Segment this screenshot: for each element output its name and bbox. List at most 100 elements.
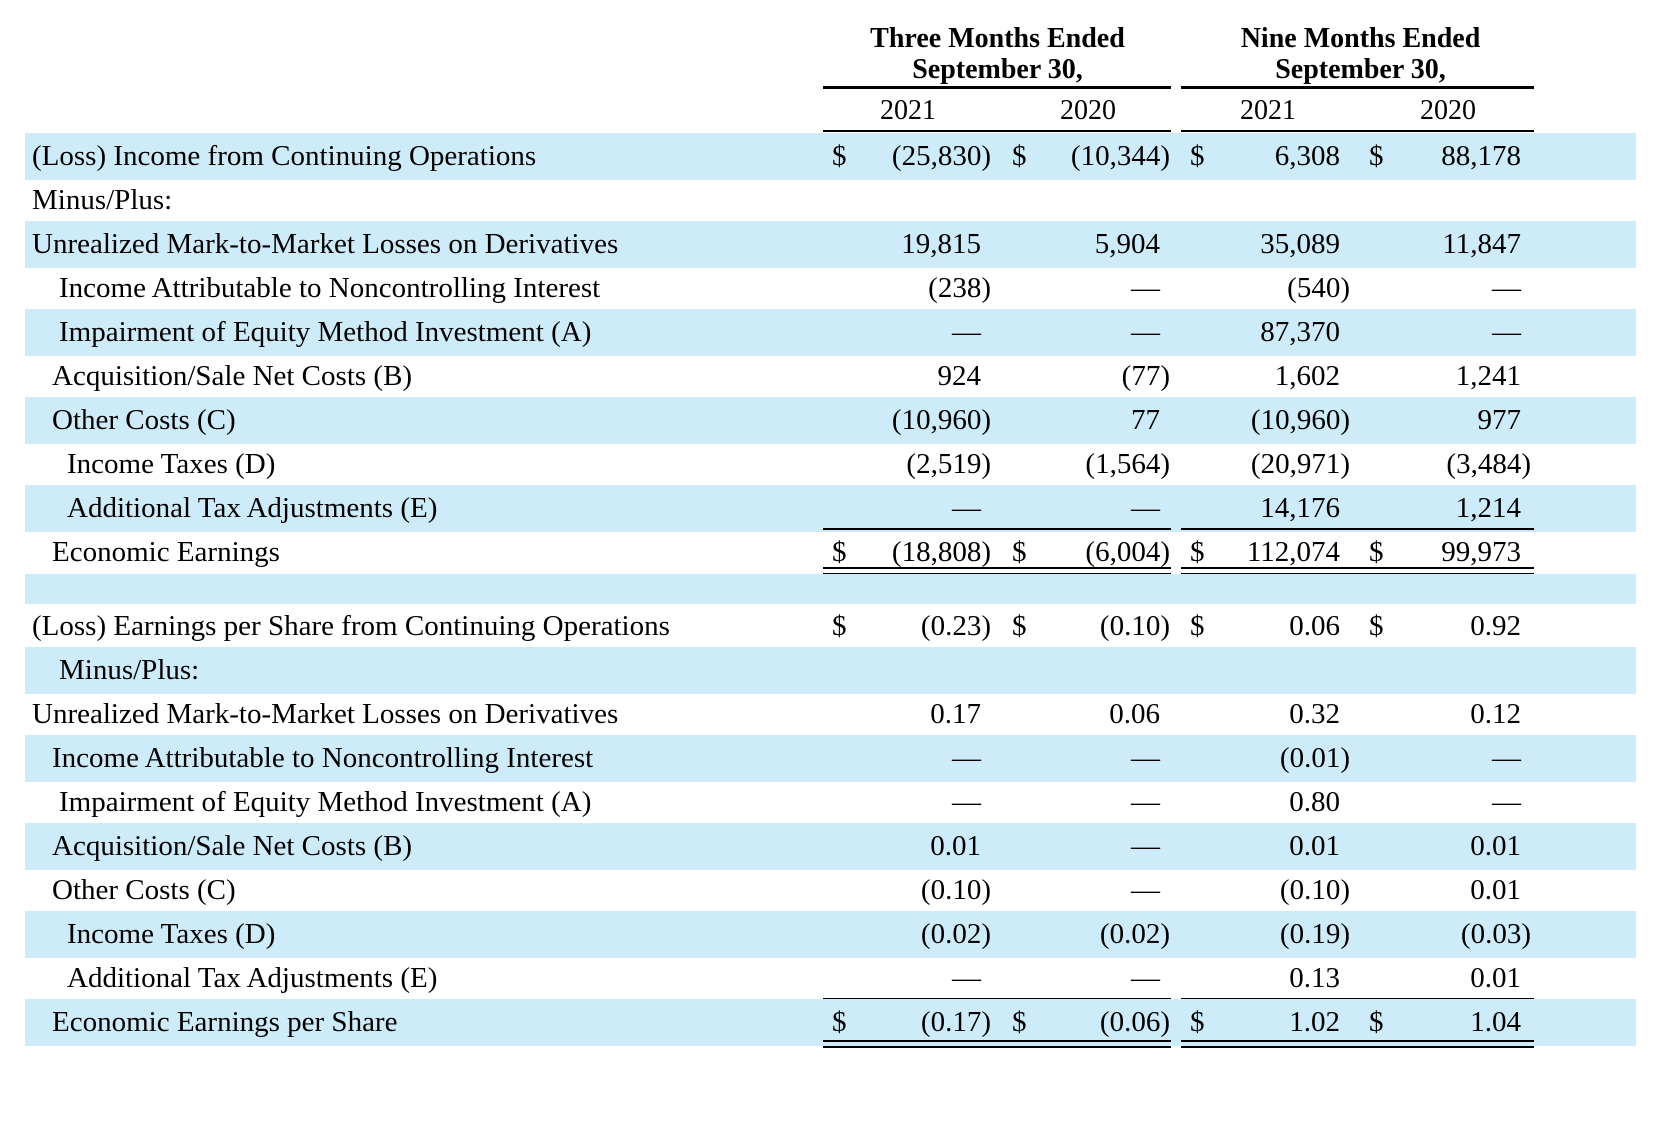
value-three-2021: (238): [928, 272, 991, 304]
value-nine-2021: 14,176: [1260, 492, 1340, 524]
value-three-2021: 0.17: [930, 698, 981, 730]
value-three-2021: —: [952, 742, 981, 774]
value-nine-2021: (0.10): [1279, 874, 1350, 906]
row-label: Income Taxes (D): [67, 448, 276, 480]
table-row: (Loss) Earnings per Share from Continuin…: [25, 603, 1636, 650]
row-label: Minus/Plus:: [59, 654, 200, 686]
value-nine-2021: 0.13: [1289, 962, 1340, 994]
value-nine-2020: 0.01: [1470, 874, 1521, 906]
table-row-total: Economic Earnings per Share $ (0.17) $ (…: [25, 999, 1636, 1046]
dollar-sign: $: [1369, 140, 1384, 172]
year-rule-nine: [1181, 130, 1534, 132]
row-label: Acquisition/Sale Net Costs (B): [52, 830, 413, 862]
row-label: Impairment of Equity Method Investment (…: [59, 316, 592, 348]
year-header-three-2020: 2020: [1060, 95, 1116, 126]
value-nine-2020: 99,973: [1441, 536, 1521, 568]
value-nine-2020: —: [1492, 316, 1521, 348]
value-three-2020: 0.06: [1109, 698, 1160, 730]
table-row: Income Taxes (D) (2,519) (1,564) (20,971…: [25, 441, 1636, 488]
row-label: Unrealized Mark-to-Market Losses on Deri…: [32, 228, 619, 260]
dollar-sign: $: [1012, 610, 1027, 642]
value-nine-2021: 112,074: [1246, 536, 1340, 568]
value-nine-2021: 0.32: [1289, 698, 1340, 730]
value-nine-2020: 1.04: [1470, 1006, 1521, 1038]
value-nine-2021: (0.01): [1279, 742, 1350, 774]
value-three-2021: —: [952, 316, 981, 348]
year-header-nine-2020: 2020: [1420, 95, 1476, 126]
value-nine-2020: 11,847: [1442, 228, 1521, 260]
value-nine-2021: 1,602: [1274, 360, 1340, 392]
total-double-rule-nine: [1181, 1040, 1534, 1048]
table-row-total: Economic Earnings $ (18,808) $ (6,004) $…: [25, 529, 1636, 576]
total-double-rule-three: [823, 1040, 1171, 1048]
table-row: Income Taxes (D) (0.02) (0.02) (0.19) (0…: [25, 911, 1636, 958]
dollar-sign: $: [1190, 536, 1205, 568]
nine-months-header: Nine Months Ended September 30,: [1183, 23, 1538, 85]
dollar-sign: $: [1190, 1006, 1205, 1038]
value-three-2021: (10,960): [891, 404, 991, 436]
value-nine-2021: 0.01: [1289, 830, 1340, 862]
value-nine-2021: 0.06: [1289, 610, 1340, 642]
dollar-sign: $: [1190, 610, 1205, 642]
row-label: Acquisition/Sale Net Costs (B): [52, 360, 413, 392]
value-nine-2020: 977: [1477, 404, 1522, 436]
row-label: Minus/Plus:: [32, 184, 173, 216]
value-three-2020: —: [1131, 830, 1160, 862]
value-nine-2020: 88,178: [1441, 140, 1521, 172]
table-row: Minus/Plus:: [25, 647, 1636, 694]
value-three-2021: (0.17): [920, 1006, 991, 1038]
three-months-header: Three Months Ended September 30,: [825, 23, 1170, 85]
dollar-sign: $: [832, 536, 847, 568]
value-three-2020: —: [1131, 742, 1160, 774]
dollar-sign: $: [832, 610, 847, 642]
row-label: Additional Tax Adjustments (E): [67, 962, 438, 994]
dollar-sign: $: [832, 140, 847, 172]
table-row: Acquisition/Sale Net Costs (B) 924 (77) …: [25, 353, 1636, 400]
three-months-line2: September 30,: [912, 54, 1083, 85]
three-months-rule: [823, 86, 1171, 89]
value-nine-2020: 0.12: [1470, 698, 1521, 730]
value-nine-2021: 35,089: [1260, 228, 1340, 260]
table-row: (Loss) Income from Continuing Operations…: [25, 133, 1636, 180]
value-nine-2021: (10,960): [1250, 404, 1350, 436]
value-nine-2020: 1,241: [1455, 360, 1521, 392]
value-three-2020: (6,004): [1085, 536, 1170, 568]
row-label: Other Costs (C): [52, 874, 236, 906]
table-row: Income Attributable to Noncontrolling In…: [25, 265, 1636, 312]
value-nine-2020: 0.01: [1470, 962, 1521, 994]
year-rule-three: [823, 130, 1171, 132]
value-three-2021: —: [952, 962, 981, 994]
year-header-three-2021: 2021: [880, 95, 936, 126]
row-label: (Loss) Earnings per Share from Continuin…: [32, 610, 670, 642]
value-three-2021: (0.02): [920, 918, 991, 950]
dollar-sign: $: [1012, 536, 1027, 568]
nine-months-line2: September 30,: [1275, 54, 1446, 85]
row-label: (Loss) Income from Continuing Operations: [32, 140, 537, 172]
value-three-2020: (10,344): [1070, 140, 1170, 172]
value-nine-2020: 1,214: [1455, 492, 1521, 524]
value-three-2021: (0.10): [920, 874, 991, 906]
dollar-sign: $: [1369, 536, 1384, 568]
value-nine-2021: (20,971): [1250, 448, 1350, 480]
table-row: Acquisition/Sale Net Costs (B) 0.01 — 0.…: [25, 823, 1636, 870]
dollar-sign: $: [1012, 1006, 1027, 1038]
value-three-2020: —: [1131, 962, 1160, 994]
table-row: Other Costs (C) (10,960) 77 (10,960) 977: [25, 397, 1636, 444]
value-three-2021: 924: [937, 360, 982, 392]
value-nine-2021: 1.02: [1289, 1006, 1340, 1038]
value-nine-2021: 6,308: [1274, 140, 1340, 172]
dollar-sign: $: [1369, 1006, 1384, 1038]
value-three-2020: —: [1131, 316, 1160, 348]
row-label: Impairment of Equity Method Investment (…: [59, 786, 592, 818]
dollar-sign: $: [1012, 140, 1027, 172]
row-label: Unrealized Mark-to-Market Losses on Deri…: [32, 698, 619, 730]
value-nine-2020: 0.92: [1470, 610, 1521, 642]
table-row: Income Attributable to Noncontrolling In…: [25, 735, 1636, 782]
row-label: Economic Earnings: [52, 536, 280, 568]
value-three-2021: (2,519): [906, 448, 991, 480]
value-three-2021: —: [952, 786, 981, 818]
row-label: Other Costs (C): [52, 404, 236, 436]
table-row: Additional Tax Adjustments (E) — — 14,17…: [25, 485, 1636, 532]
value-three-2021: 0.01: [930, 830, 981, 862]
value-three-2020: (0.10): [1099, 610, 1170, 642]
